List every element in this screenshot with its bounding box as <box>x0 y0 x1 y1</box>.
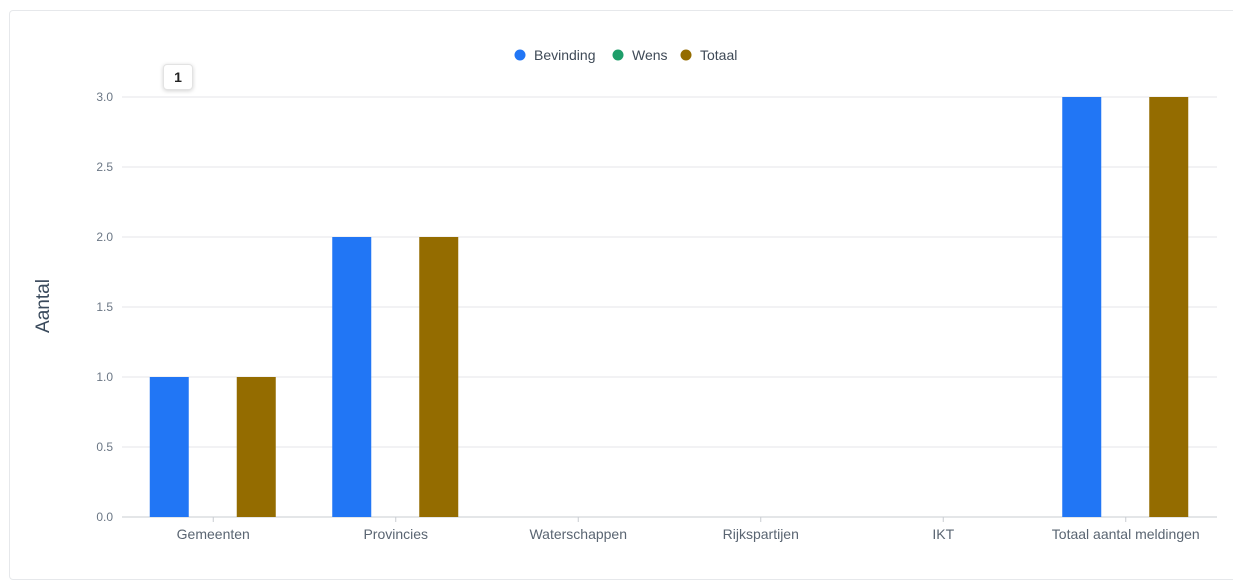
legend-item-bevinding[interactable]: Bevinding <box>514 47 596 63</box>
y-tick-label: 3.0 <box>96 90 113 104</box>
tooltip: 1 <box>163 64 193 90</box>
legend[interactable]: Bevinding Wens Totaal <box>514 47 738 63</box>
bars <box>149 97 1189 517</box>
legend-label: Wens <box>632 47 668 63</box>
bar-bevinding[interactable] <box>149 377 189 517</box>
y-axis-label: Aantal <box>33 279 54 333</box>
y-tick-label: 0.5 <box>96 440 113 454</box>
bar-totaal[interactable] <box>419 237 459 517</box>
x-tick-label: Waterschappen <box>529 526 627 542</box>
bar-bevinding[interactable] <box>332 237 372 517</box>
y-tick-label: 2.0 <box>96 230 113 244</box>
y-tick-label: 1.5 <box>96 300 113 314</box>
y-tick-label: 0.0 <box>96 510 113 524</box>
bar-totaal[interactable] <box>236 377 276 517</box>
y-axis-ticks: 0.0 0.5 1.0 1.5 2.0 2.5 3.0 <box>96 90 113 524</box>
bar-totaal[interactable] <box>1149 97 1189 517</box>
legend-label: Totaal <box>700 47 737 63</box>
legend-marker <box>680 49 692 61</box>
x-tick-label: Totaal aantal meldingen <box>1052 526 1200 542</box>
legend-marker <box>514 49 526 61</box>
x-axis-ticks: Gemeenten Provincies Waterschappen Rijkspar… <box>177 517 1200 542</box>
x-tick-label: IKT <box>932 526 954 542</box>
legend-marker <box>612 49 624 61</box>
legend-label: Bevinding <box>534 47 596 63</box>
legend-item-totaal[interactable]: Totaal <box>680 47 738 63</box>
bar-bevinding[interactable] <box>1062 97 1102 517</box>
x-tick-label: Rijkspartijen <box>723 526 799 542</box>
grid-lines <box>122 96 1217 518</box>
x-tick-label: Provincies <box>363 526 428 542</box>
legend-item-wens[interactable]: Wens <box>612 47 668 63</box>
chart-card <box>9 10 1233 580</box>
x-tick-label: Gemeenten <box>177 526 250 542</box>
bar-chart: 0.0 0.5 1.0 1.5 2.0 2.5 3.0 Gemeenten Provincie… <box>33 47 1217 542</box>
y-tick-label: 2.5 <box>96 160 113 174</box>
y-tick-label: 1.0 <box>96 370 113 384</box>
